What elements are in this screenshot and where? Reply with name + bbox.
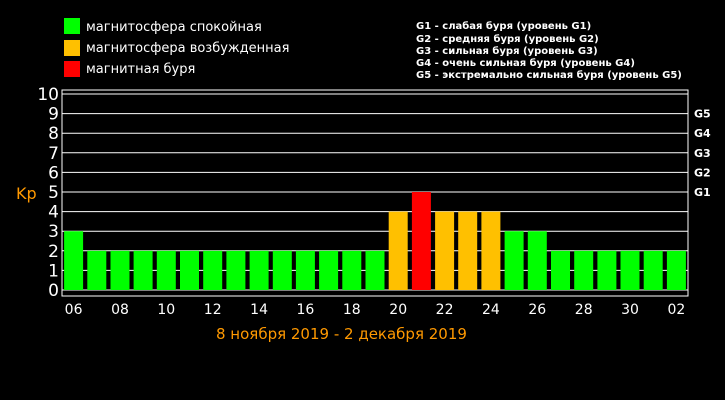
y-tick-0: 0 xyxy=(48,281,59,301)
x-tick-16: 16 xyxy=(296,302,314,318)
storm-scale: G1 - слабая буря (уровень G1) G2 - средн… xyxy=(416,20,682,81)
bar-22 xyxy=(435,211,455,290)
x-tick-22: 22 xyxy=(436,302,454,318)
y-tick-8: 8 xyxy=(48,124,59,144)
bar-11 xyxy=(180,250,199,290)
x-tick-12: 12 xyxy=(204,302,222,318)
y-tick-4: 4 xyxy=(48,203,59,223)
storm-scale-g2: G2 - средняя буря (уровень G2) xyxy=(416,33,599,45)
bar-16 xyxy=(295,250,315,290)
plot-frame xyxy=(61,89,689,297)
x-tick-18: 18 xyxy=(343,302,361,318)
storm-scale-g4: G4 - очень сильная буря (уровень G4) xyxy=(416,57,635,69)
legend-label-quiet: магнитосфера спокойная xyxy=(86,20,262,35)
bar-15 xyxy=(272,250,292,290)
bar-01 xyxy=(643,250,663,290)
legend-label-storm: магнитная буря xyxy=(86,62,195,77)
g-tick-G2: G2 xyxy=(694,166,711,179)
y-tick-1: 1 xyxy=(48,261,59,281)
y-tick-2: 2 xyxy=(48,242,59,262)
legend-label-active: магнитосфера возбужденная xyxy=(86,41,289,56)
bar-20 xyxy=(388,211,408,290)
storm-scale-g1: G1 - слабая буря (уровень G1) xyxy=(416,20,591,32)
bar-07 xyxy=(87,250,107,290)
bar-06 xyxy=(64,231,84,290)
bar-28 xyxy=(574,250,594,290)
bar-10 xyxy=(156,250,176,290)
legend-swatch-storm xyxy=(64,61,80,77)
bar-14 xyxy=(249,250,269,290)
y-tick-6: 6 xyxy=(48,163,59,183)
y-tick-3: 3 xyxy=(48,222,59,242)
bar-02 xyxy=(666,250,686,290)
legend-swatch-quiet xyxy=(64,18,80,34)
y-tick-9: 9 xyxy=(48,105,59,125)
bar-09 xyxy=(133,250,153,290)
y-tick-10: 10 xyxy=(37,85,59,105)
bar-17 xyxy=(319,250,339,290)
bars xyxy=(64,192,686,290)
bar-19 xyxy=(365,250,385,290)
bar-23 xyxy=(458,211,478,290)
x-tick-20: 20 xyxy=(389,302,407,318)
bar-25 xyxy=(504,231,524,290)
x-tick-24: 24 xyxy=(482,302,500,318)
y-axis-label: Kp xyxy=(16,184,37,203)
g-tick-G3: G3 xyxy=(694,147,711,160)
x-tick-06: 06 xyxy=(65,302,83,318)
bar-21 xyxy=(411,192,431,290)
legend-swatch-active xyxy=(64,40,80,56)
y-tick-5: 5 xyxy=(48,183,59,203)
bar-18 xyxy=(342,250,362,290)
bar-24 xyxy=(481,211,501,290)
x-tick-02: 02 xyxy=(667,302,685,318)
x-tick-08: 08 xyxy=(111,302,129,318)
g-tick-G4: G4 xyxy=(694,127,711,140)
storm-scale-g5: G5 - экстремально сильная буря (уровень … xyxy=(416,69,682,81)
y-tick-7: 7 xyxy=(48,144,59,164)
g-tick-G1: G1 xyxy=(694,186,711,199)
bar-27 xyxy=(551,250,570,290)
bar-12 xyxy=(203,250,223,290)
bar-13 xyxy=(226,250,246,290)
bar-26 xyxy=(527,231,547,290)
x-tick-28: 28 xyxy=(575,302,593,318)
bar-30 xyxy=(620,250,640,290)
bar-29 xyxy=(597,250,617,290)
legend: магнитосфера спокойная магнитосфера возб… xyxy=(64,18,289,77)
x-axis-ticks: 06 08 10 12 14 16 18 20 22 24 26 28 30 02 xyxy=(65,302,686,318)
g-axis-ticks: G1 G2 G3 G4 G5 xyxy=(694,108,711,199)
bar-08 xyxy=(110,250,130,290)
x-axis-label: 8 ноября 2019 - 2 декабря 2019 xyxy=(216,325,467,343)
x-tick-30: 30 xyxy=(621,302,639,318)
x-tick-14: 14 xyxy=(250,302,268,318)
storm-scale-g3: G3 - сильная буря (уровень G3) xyxy=(416,45,598,57)
x-tick-10: 10 xyxy=(157,302,175,318)
g-tick-G5: G5 xyxy=(694,108,711,121)
x-tick-26: 26 xyxy=(528,302,546,318)
